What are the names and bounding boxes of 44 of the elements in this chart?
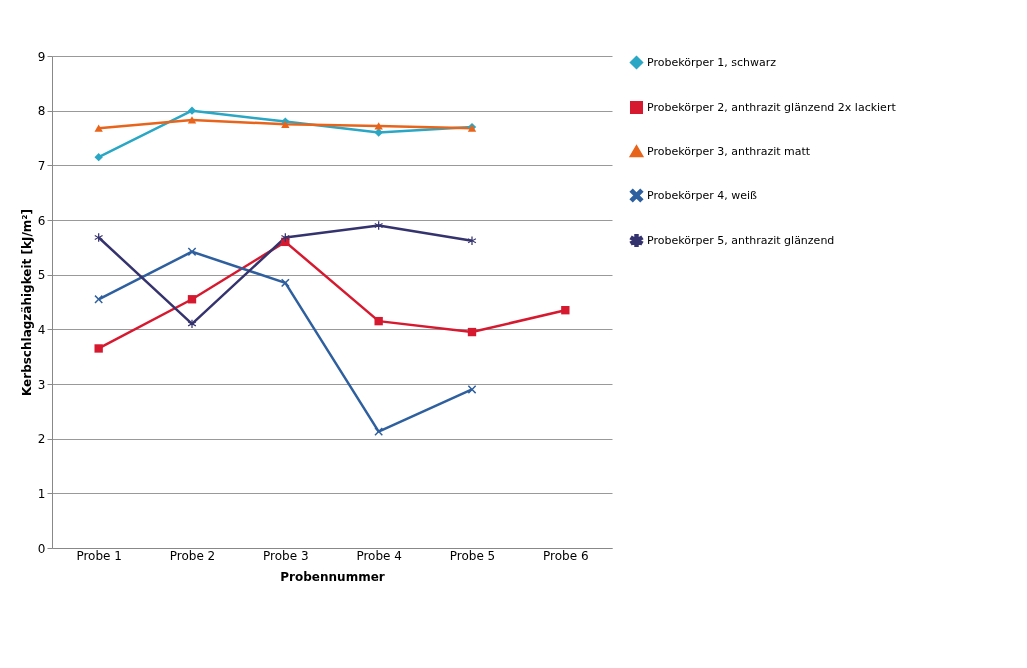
legend-label: Probekörper 2, anthrazit glänzend 2x lackiert <box>647 100 897 114</box>
point <box>281 233 290 242</box>
point <box>187 247 197 256</box>
legend-label: Probekörper 4, weiß <box>647 188 758 202</box>
point <box>187 295 197 304</box>
point <box>94 124 103 132</box>
legend-label: Probekörper 1, schwarz <box>647 55 777 69</box>
legend-label: Probekörper 3, anthrazit matt <box>647 144 811 158</box>
point <box>94 295 103 304</box>
y-tick-label: 8 <box>37 104 46 119</box>
y-tick-label: 5 <box>37 268 46 283</box>
point <box>374 122 383 130</box>
x-tick-label: Probe 2 <box>169 548 216 563</box>
point <box>187 106 197 115</box>
y-tick-label: 1 <box>37 486 46 501</box>
x-tick-label: Probe 1 <box>76 548 122 563</box>
point <box>374 316 383 326</box>
x-tick-label: Probe 4 <box>356 548 402 563</box>
point <box>374 427 383 436</box>
x-tick-label: Probe 6 <box>543 548 589 563</box>
point <box>94 344 103 353</box>
x-tick-label: Probe 5 <box>449 548 496 563</box>
point <box>467 236 477 245</box>
y-tick-label: 3 <box>37 377 46 392</box>
point <box>281 278 290 288</box>
x-tick-label: Probe 3 <box>263 548 309 563</box>
y-tick-label: 7 <box>37 158 46 173</box>
point <box>187 116 197 124</box>
y-tick-label: 9 <box>37 49 46 64</box>
y-tick-label: 6 <box>37 213 46 228</box>
point <box>94 152 103 162</box>
y-axis-title: Kerbschlagzähigkeit [kJ/m²] <box>19 208 34 397</box>
point <box>561 306 570 315</box>
point <box>467 327 477 337</box>
point <box>374 221 383 230</box>
x-axis-title: Probennummer <box>280 569 385 584</box>
legend-label: Probekörper 5, anthrazit glänzend <box>647 233 835 247</box>
y-tick-label: 4 <box>37 322 46 337</box>
point <box>374 128 383 137</box>
point <box>94 233 103 242</box>
point <box>467 385 477 394</box>
point <box>187 319 197 329</box>
y-tick-label: 2 <box>37 432 46 447</box>
y-tick-label: 0 <box>37 541 46 556</box>
